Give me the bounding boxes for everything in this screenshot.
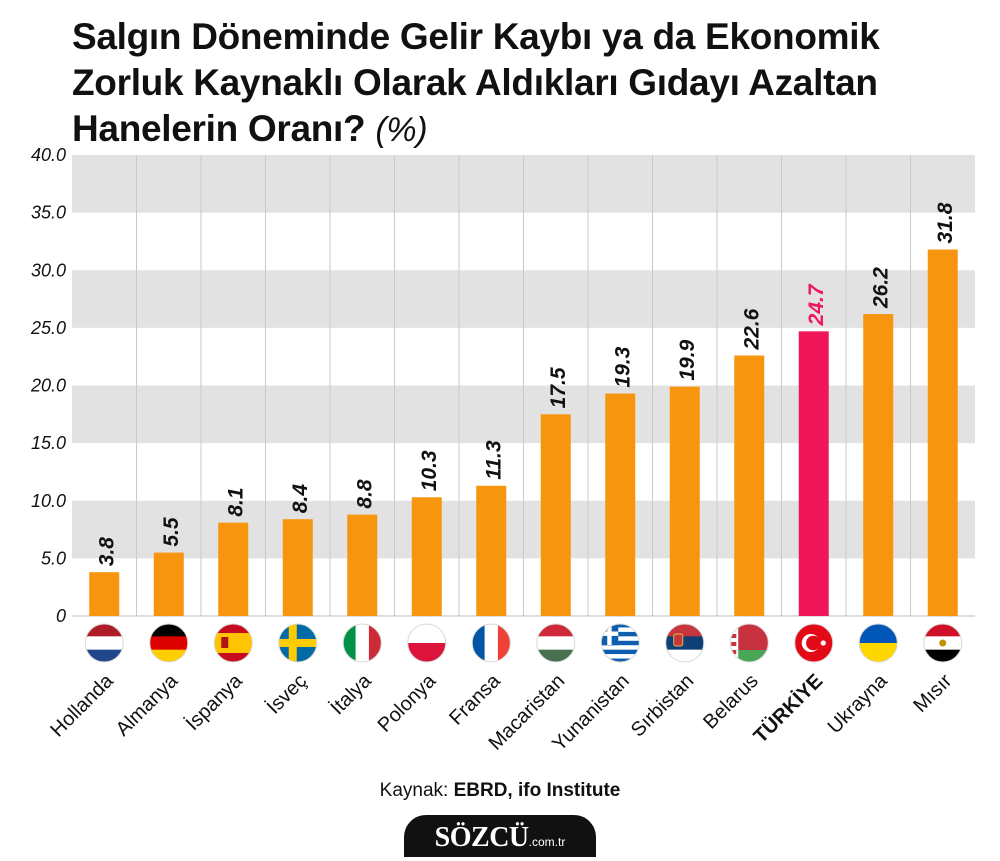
hungary-flag [536,623,576,663]
bar [347,514,378,616]
category-label: Mısır [909,670,956,717]
bar [734,355,765,616]
y-tick-label: 35.0 [31,203,66,223]
data-label: 31.8 [934,202,957,243]
data-label: 22.6 [740,308,763,350]
category-label: Fransa [445,669,505,729]
data-label: 8.1 [224,487,247,516]
bar [863,314,894,616]
category-label: Ukrayna [824,669,893,738]
category-label: İsveç [262,669,311,718]
spain-flag [213,623,253,663]
source-label: Kaynak: [379,780,449,801]
france-flag [471,623,511,663]
turkey-flag [794,623,834,663]
source-note: Kaynak: EBRD, ifo Institute [0,780,1000,802]
logo-tld: .com.tr [528,835,566,849]
italy-flag [342,623,382,663]
data-label: 8.8 [353,479,376,509]
bar [927,249,958,616]
y-tick-label: 30.0 [31,260,66,280]
bar [89,572,120,616]
data-label: 17.5 [547,367,570,408]
y-tick-label: 10.0 [31,491,66,511]
y-tick-label: 40.0 [31,145,66,165]
bar [540,414,571,616]
serbia-flag [665,623,705,663]
ukraine-flag [858,623,898,663]
bar [282,519,313,616]
category-label: TÜRKİYE [749,669,827,747]
y-tick-label: 15.0 [31,433,66,453]
data-label: 26.2 [869,267,892,309]
sozcu-logo: SÖZCÜ.com.tr [404,815,596,857]
category-label: Sırbistan [627,670,698,741]
bar [798,331,829,616]
chart-title-text: Salgın Döneminde Gelir Kaybı ya da Ekono… [72,16,880,149]
logo-brand: SÖZCÜ [434,822,529,853]
y-tick-label: 20.0 [30,376,66,396]
bar [605,393,636,616]
y-tick-label: 0 [56,606,66,626]
bar [669,386,700,616]
data-label: 10.3 [418,450,441,491]
data-label: 3.8 [95,537,118,567]
source-value: EBRD, ifo Institute [453,780,621,801]
greece-flag [600,623,640,663]
y-tick-label: 5.0 [41,548,66,568]
netherlands-flag [84,623,124,663]
bar [218,522,249,616]
category-label: Hollanda [46,669,118,741]
y-tick-label: 25.0 [30,318,66,338]
egypt-flag [923,623,963,663]
bar-chart: 0 5.0 10.0 15.0 20.0 25.0 30.0 35.0 40.0 3.8 Holla… [30,145,975,756]
sweden-flag [278,623,318,663]
poland-flag [407,623,447,663]
belarus-flag [729,623,769,663]
chart-title-unit: (%) [375,111,428,149]
chart-title: Salgın Döneminde Gelir Kaybı ya da Ekono… [72,14,972,153]
category-label: İspanya [181,669,247,735]
data-label: 8.4 [289,484,312,514]
data-label: 5.5 [160,517,183,547]
bar [411,497,442,616]
category-label: Almanya [112,669,183,740]
bar [153,552,184,616]
germany-flag [149,623,189,663]
category-label: İtalya [326,669,377,720]
data-label: 19.3 [611,346,634,387]
data-label: 19.9 [676,339,699,380]
data-label: 24.7 [805,283,828,326]
bar [476,485,507,616]
data-label: 11.3 [482,440,505,480]
category-label: Polonya [374,669,441,736]
category-label: Belarus [699,670,763,734]
